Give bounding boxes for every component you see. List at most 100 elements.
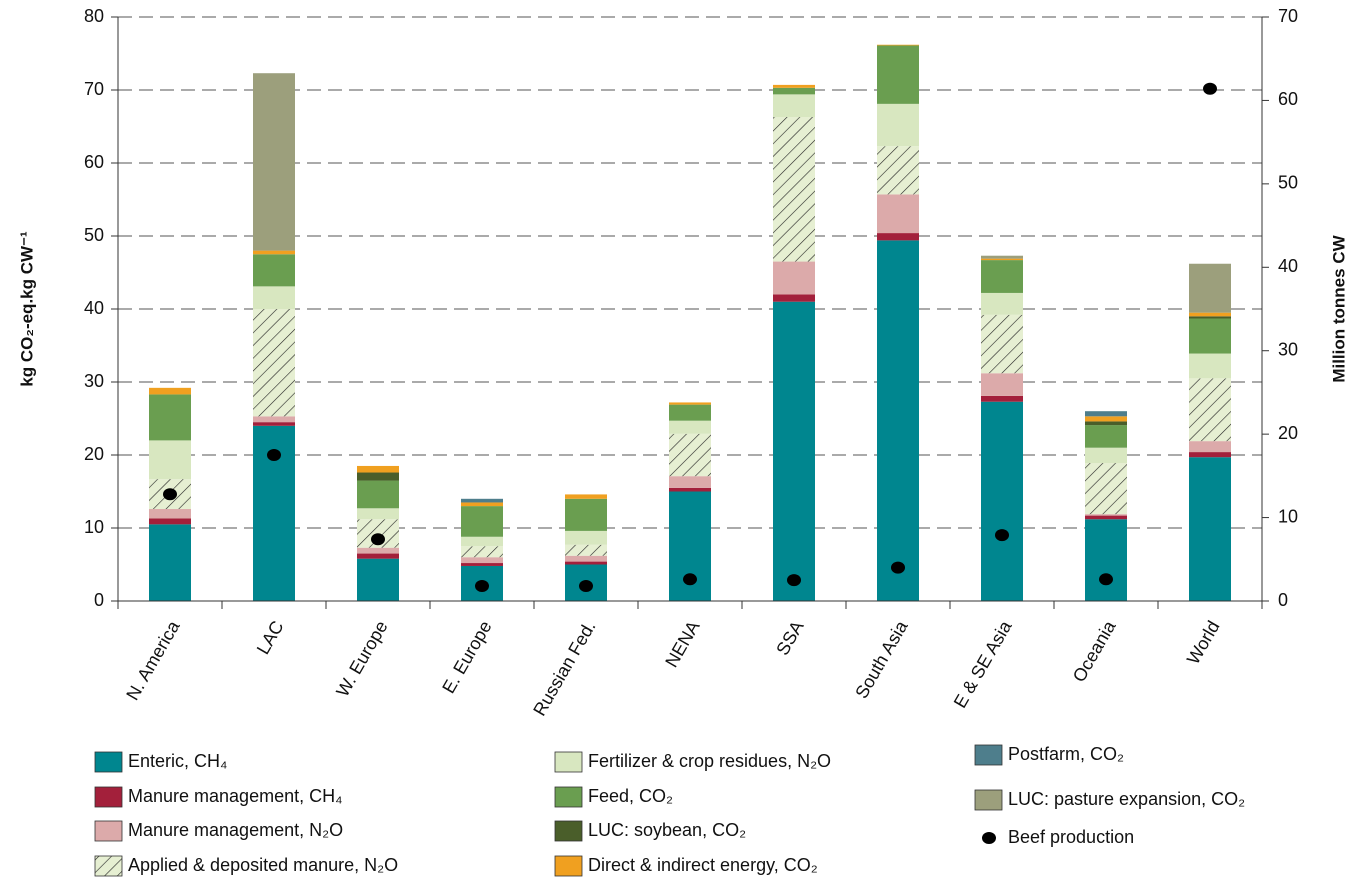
bar-segment <box>1189 457 1231 601</box>
bar-segment-hatch <box>1085 463 1127 515</box>
bar-segment <box>1085 447 1127 464</box>
bar-segment <box>253 250 295 255</box>
bar-segment <box>981 255 1023 259</box>
x-tick-label: SSA <box>772 617 807 658</box>
bar-segment <box>565 498 607 531</box>
bar-segment <box>1085 416 1127 422</box>
bar-segment <box>773 301 815 601</box>
x-tick-label: Russian Fed. <box>529 617 599 719</box>
bar-segment <box>981 395 1023 402</box>
bar-segment-hatch <box>565 544 607 556</box>
y-tick-label: 50 <box>84 225 104 245</box>
legend-swatch <box>94 820 123 842</box>
bar-segment <box>669 404 711 421</box>
legend-label: Manure management, N₂O <box>128 820 343 840</box>
legend-swatch <box>974 789 1003 811</box>
bar-segment <box>253 286 295 309</box>
bar-segment <box>981 260 1023 293</box>
bar-segment <box>565 494 607 499</box>
bar-segment <box>357 480 399 509</box>
y2-tick-label: 0 <box>1278 590 1288 610</box>
y2-tick-label: 40 <box>1278 256 1298 276</box>
bar-segment <box>565 555 607 562</box>
bar-segment <box>357 558 399 601</box>
bar-segment <box>877 44 919 46</box>
bar-segment <box>1189 318 1231 354</box>
bar-segment <box>669 476 711 488</box>
y-tick-label: 10 <box>84 517 104 537</box>
bar-segment <box>1085 425 1127 448</box>
legend-swatch <box>554 751 583 773</box>
y2-axis-title: Million tonnes CW <box>1329 234 1348 382</box>
bar-segment <box>461 563 503 566</box>
legend-swatch <box>94 786 123 808</box>
bar-segment <box>877 103 919 147</box>
y-tick-label: 40 <box>84 298 104 318</box>
legend-label: LUC: pasture expansion, CO₂ <box>1008 789 1245 809</box>
bar-segment <box>149 394 191 441</box>
bar-segment <box>149 509 191 519</box>
point <box>163 488 177 501</box>
y-tick-label: 30 <box>84 371 104 391</box>
y-axis-title: kg CO₂-eq.kg CW⁻¹ <box>17 231 36 387</box>
bar-segment <box>981 292 1023 315</box>
bar-segment <box>877 233 919 241</box>
bar-segment-hatch <box>1189 378 1231 442</box>
legend-label: Manure management, CH₄ <box>128 786 342 806</box>
bar-segment <box>461 498 503 503</box>
bar-segment <box>253 416 295 423</box>
bar-segment <box>1189 316 1231 319</box>
legend-label: Postfarm, CO₂ <box>1008 744 1124 764</box>
bar-segment-hatch <box>877 146 919 195</box>
bar-segment <box>981 258 1023 261</box>
y2-tick-label: 50 <box>1278 173 1298 193</box>
bar-segment <box>773 261 815 295</box>
y2-tick-label: 20 <box>1278 423 1298 443</box>
legend-label: Beef production <box>1008 827 1134 847</box>
bar-segment <box>357 472 399 481</box>
bar-segment <box>149 524 191 601</box>
bar-segment <box>877 194 919 234</box>
bar-segment <box>357 465 399 473</box>
x-tick-label: LAC <box>253 617 288 657</box>
bar-segment <box>149 518 191 525</box>
point <box>1099 573 1113 586</box>
point <box>475 579 489 592</box>
y-tick-label: 20 <box>84 444 104 464</box>
point <box>1203 82 1217 95</box>
bar-segment <box>253 254 295 287</box>
bar-segment <box>773 84 815 88</box>
bar-segment <box>253 422 295 426</box>
bar-segment <box>877 240 919 601</box>
bar-segment <box>669 487 711 492</box>
legend-swatch-hatch <box>95 856 122 876</box>
bar-segment <box>1189 441 1231 453</box>
bar-segment <box>461 557 503 564</box>
x-tick-label: South Asia <box>851 617 912 702</box>
bar-segment <box>1085 411 1127 417</box>
bar-segment <box>669 402 711 405</box>
x-tick-label: E. Europe <box>438 617 495 696</box>
x-tick-label: N. America <box>122 617 184 704</box>
y-tick-label: 0 <box>94 590 104 610</box>
bar-segment-hatch <box>461 546 503 558</box>
legend-label: Fertilizer & crop residues, N₂O <box>588 751 831 771</box>
legend-label: Applied & deposited manure, N₂O <box>128 855 398 875</box>
legend-marker <box>982 832 996 844</box>
bar-segment <box>565 530 607 545</box>
bar-segment <box>1085 519 1127 601</box>
bar-segment-hatch <box>669 433 711 477</box>
bar-segment-hatch <box>773 117 815 262</box>
legend-swatch <box>554 786 583 808</box>
point <box>683 573 697 586</box>
x-tick-label: World <box>1183 617 1224 667</box>
bar-segment <box>773 87 815 95</box>
legend-swatch <box>974 744 1003 766</box>
bar-segment <box>1189 312 1231 317</box>
bar-segment-hatch <box>981 314 1023 374</box>
y2-tick-label: 70 <box>1278 6 1298 26</box>
y2-tick-label: 30 <box>1278 339 1298 359</box>
bar-segment <box>1085 421 1127 426</box>
legend-label: Enteric, CH₄ <box>128 751 227 771</box>
